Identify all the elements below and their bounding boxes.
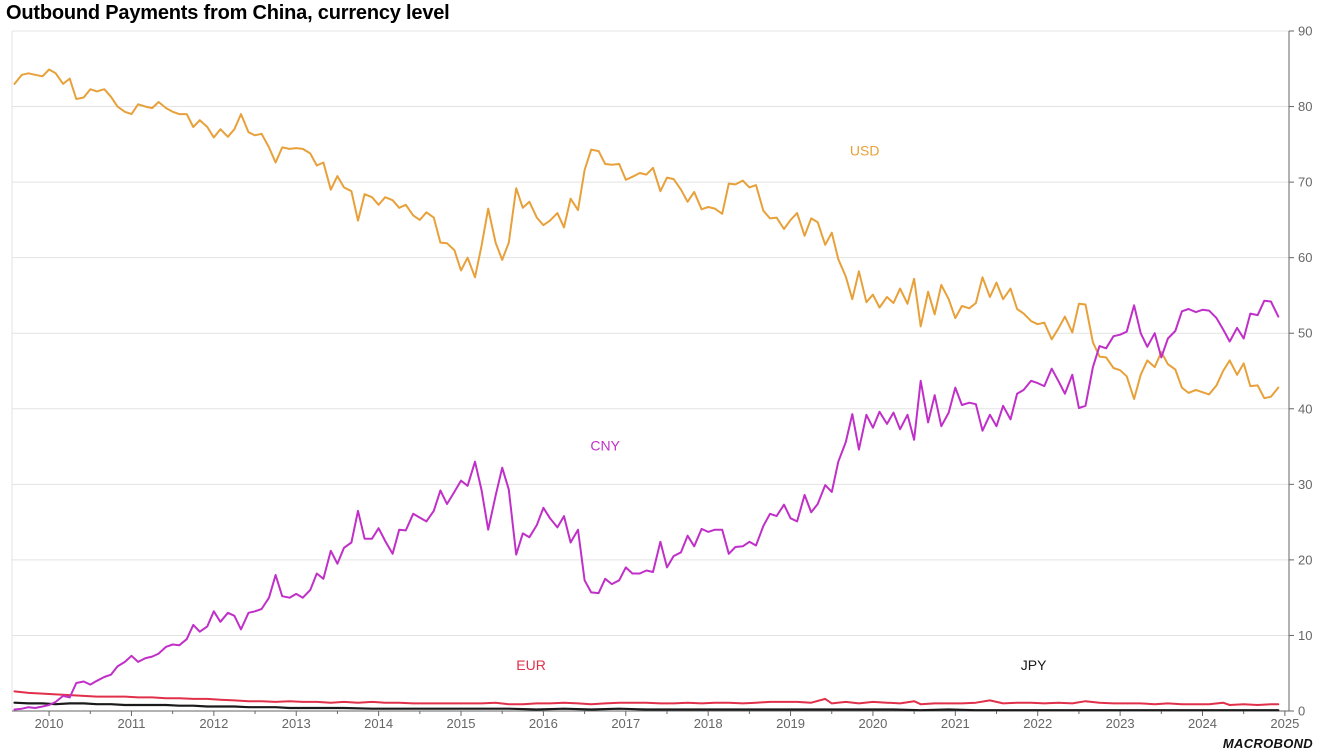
- series-labels: EUR JPY USD CNY: [516, 143, 1047, 674]
- y-tick-label-30: 30: [1298, 477, 1312, 492]
- x-tick-label-2017: 2017: [611, 716, 640, 731]
- x-tick-label-2021: 2021: [941, 716, 970, 731]
- x-tick-label-2011: 2011: [117, 716, 145, 731]
- y-tick-label-70: 70: [1298, 175, 1312, 190]
- series-label-jpy: JPY: [1021, 657, 1047, 673]
- series-label-usd: USD: [850, 143, 880, 159]
- x-tick-label-2016: 2016: [529, 716, 558, 731]
- x-tick-label-2024: 2024: [1188, 716, 1217, 731]
- x-tick-label-2022: 2022: [1023, 716, 1052, 731]
- y-tick-label-50: 50: [1298, 326, 1312, 341]
- grid-lines: [11, 30, 1289, 711]
- x-tick-label-2012: 2012: [199, 716, 228, 731]
- series-line-usd: [13, 68, 1280, 400]
- x-tick-label-2020: 2020: [858, 716, 887, 731]
- series-line-cny: [13, 299, 1280, 711]
- y-tick-label-80: 80: [1298, 99, 1312, 114]
- x-tick-label-2015: 2015: [447, 716, 476, 731]
- chart-title: Outbound Payments from China, currency l…: [6, 2, 450, 24]
- series-label-eur: EUR: [516, 657, 546, 673]
- y-tick-label-40: 40: [1298, 401, 1312, 416]
- x-tick-label-2019: 2019: [776, 716, 805, 731]
- x-tick-label-2013: 2013: [282, 716, 311, 731]
- y-tick-label-90: 90: [1298, 24, 1312, 39]
- y-tick-label-60: 60: [1298, 250, 1312, 265]
- x-tick-label-2010: 2010: [35, 716, 64, 731]
- x-tick-label-2023: 2023: [1106, 716, 1135, 731]
- x-tick-label-2018: 2018: [694, 716, 723, 731]
- y-tick-label-20: 20: [1298, 552, 1312, 567]
- macrobond-logo: MACROBOND: [1222, 736, 1313, 751]
- y-tick-label-0: 0: [1298, 704, 1305, 719]
- series-label-cny: CNY: [590, 437, 620, 453]
- x-tick-label-2014: 2014: [364, 716, 393, 731]
- y-tick-label-10: 10: [1298, 628, 1312, 643]
- series-line-eur: [13, 690, 1280, 706]
- series-lines: [13, 68, 1280, 712]
- x-tick-label-2025: 2025: [1270, 716, 1299, 731]
- series-line-jpy: [13, 701, 1280, 712]
